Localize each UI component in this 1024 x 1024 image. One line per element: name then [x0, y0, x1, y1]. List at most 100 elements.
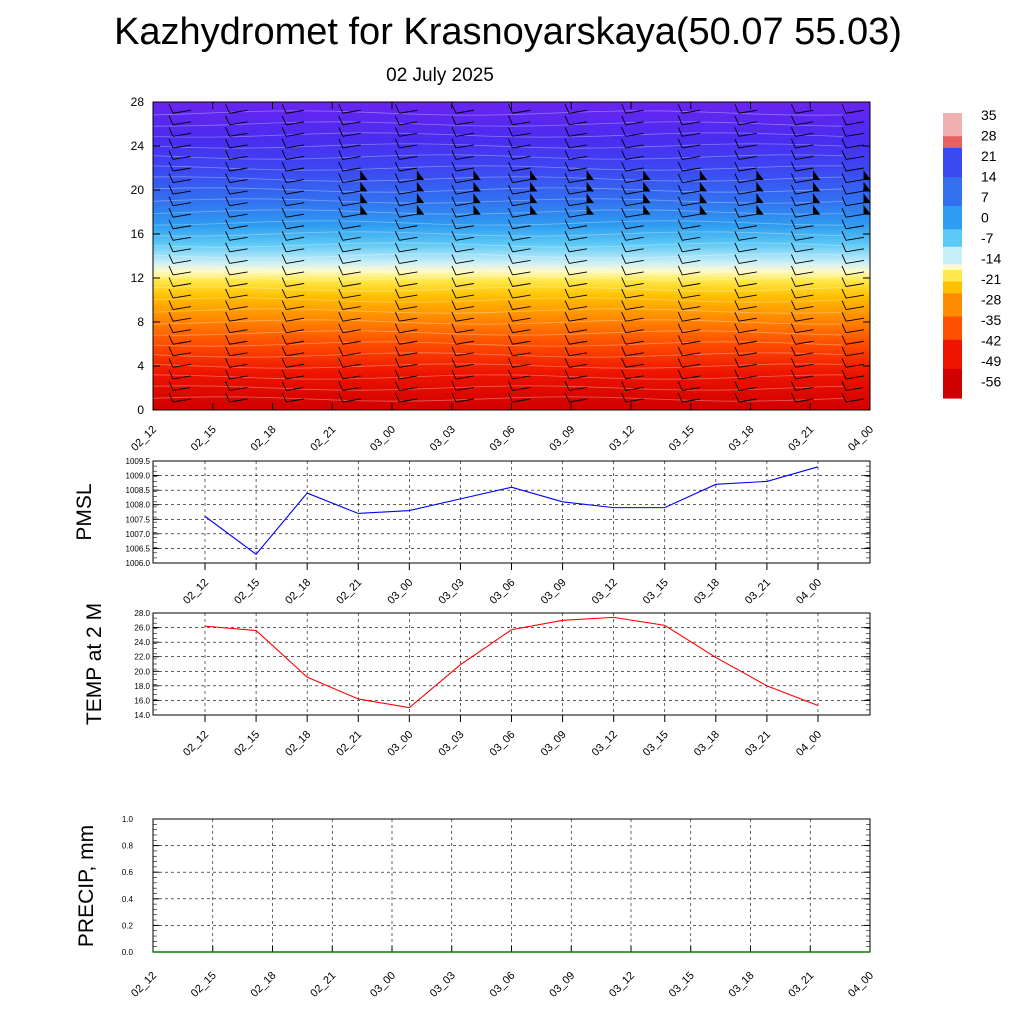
wind-barb: [512, 283, 531, 287]
wind-barb: [795, 329, 814, 334]
wind-barb: [564, 161, 570, 172]
wind-barb: [625, 398, 644, 403]
x-tick-label: 02_18: [249, 424, 279, 454]
wind-barb: [738, 283, 757, 287]
wind-barb: [512, 132, 531, 137]
wind-barb: [225, 311, 230, 322]
wind-barb: [512, 340, 531, 345]
wind-barb: [508, 323, 513, 333]
colorbar-swatch: [943, 171, 962, 178]
wind-barb: [455, 167, 474, 172]
wind-barb: [841, 208, 847, 218]
wind-barb: [564, 392, 570, 403]
wind-barb: [625, 306, 644, 311]
wind-barb: [342, 363, 361, 368]
colorbar: 35 28 21 14 7 0 -7 -14 -21 -28 -35 -42 -49 -56: [943, 107, 1001, 399]
wind-barb: [625, 375, 644, 380]
wind-barb-pennant: [586, 193, 594, 204]
wind-barb: [569, 156, 588, 160]
wind-barb: [682, 352, 701, 357]
wind-barb: [394, 346, 400, 356]
wind-barb: [738, 306, 757, 311]
y-axis-label: PMSL: [73, 483, 96, 540]
wind-barb: [229, 363, 248, 368]
wind-barb: [455, 317, 474, 322]
wind-barb: [564, 138, 570, 149]
y-axis-label: TEMP at 2 M: [83, 603, 106, 725]
wind-barb: [841, 381, 847, 391]
wind-barb: [569, 340, 588, 345]
wind-barb: [394, 323, 400, 333]
wind-barb: [172, 317, 192, 322]
wind-barb: [342, 294, 361, 299]
wind-barb: [508, 104, 513, 114]
wind-barb: [625, 236, 644, 241]
wind-barb: [734, 208, 740, 218]
colorbar-label: -56: [981, 374, 1001, 390]
wind-barb: [508, 115, 513, 125]
wind-barb: [229, 329, 248, 334]
wind-barb: [342, 179, 361, 183]
wind-barb: [225, 346, 230, 356]
wind-barb: [512, 329, 531, 334]
wind-barb: [225, 150, 230, 160]
wind-barb: [512, 363, 531, 368]
x-tick-label: 03_00: [385, 577, 415, 607]
wind-barb: [168, 161, 174, 172]
x-tick-label: 03_09: [547, 424, 577, 454]
wind-barb: [286, 271, 305, 276]
colorbar-swatch: [943, 118, 962, 126]
wind-barb-pennant: [756, 204, 764, 215]
wind-barb: [564, 369, 570, 380]
contour-line: [152, 319, 844, 325]
wind-barb: [677, 150, 683, 160]
wind-barb: [172, 213, 192, 218]
y-tick-label: 16.0: [134, 696, 150, 705]
x-tick-label: 03_18: [692, 577, 722, 607]
wind-barb: [795, 213, 814, 218]
wind-barb: [564, 173, 570, 183]
wind-barb: [168, 104, 174, 114]
wind-barb: [455, 375, 474, 380]
wind-barb: [399, 306, 418, 311]
colorbar-swatch: [943, 235, 962, 242]
wind-barb: [791, 392, 796, 403]
page-title: Kazhydromet for Krasnoyarskaya(50.07 55.…: [114, 11, 902, 53]
wind-barb: [791, 127, 796, 137]
wind-barb: [795, 179, 814, 183]
colorbar-swatch: [943, 386, 962, 393]
wind-barb: [172, 225, 192, 230]
colorbar-label: -35: [981, 312, 1001, 328]
colorbar-swatch: [943, 310, 962, 318]
colorbar-swatch: [943, 334, 962, 341]
contour-line: [152, 275, 844, 281]
wind-barb: [399, 248, 418, 253]
colorbar-swatch: [943, 293, 962, 300]
wind-barb: [734, 127, 740, 137]
x-tick-label: 03_03: [436, 577, 466, 607]
x-tick-label: 02_21: [308, 970, 338, 1000]
wind-barb: [841, 184, 847, 195]
x-tick-label: 03_15: [667, 970, 697, 1000]
wind-barb-pennant: [863, 193, 871, 204]
wind-barb: [621, 231, 627, 241]
wind-barb: [451, 346, 457, 356]
x-tick-label: 02_12: [129, 424, 159, 454]
wind-barb: [841, 127, 847, 137]
x-tick-label: 02_15: [232, 729, 262, 759]
wind-barb: [338, 265, 344, 276]
wind-barb: [682, 398, 701, 403]
wind-barb: [569, 236, 588, 241]
wind-barb: [625, 202, 644, 207]
wind-barb: [795, 109, 814, 114]
wind-barb: [621, 311, 627, 322]
wind-barb: [286, 167, 305, 172]
contour-line: [152, 132, 844, 138]
wind-barb: [455, 363, 474, 368]
wind-barb: [738, 398, 757, 403]
wind-barb: [229, 179, 248, 183]
wind-barb: [338, 231, 344, 241]
wind-barb: [338, 196, 344, 206]
wind-barb: [225, 242, 230, 253]
wind-barb: [841, 161, 847, 172]
